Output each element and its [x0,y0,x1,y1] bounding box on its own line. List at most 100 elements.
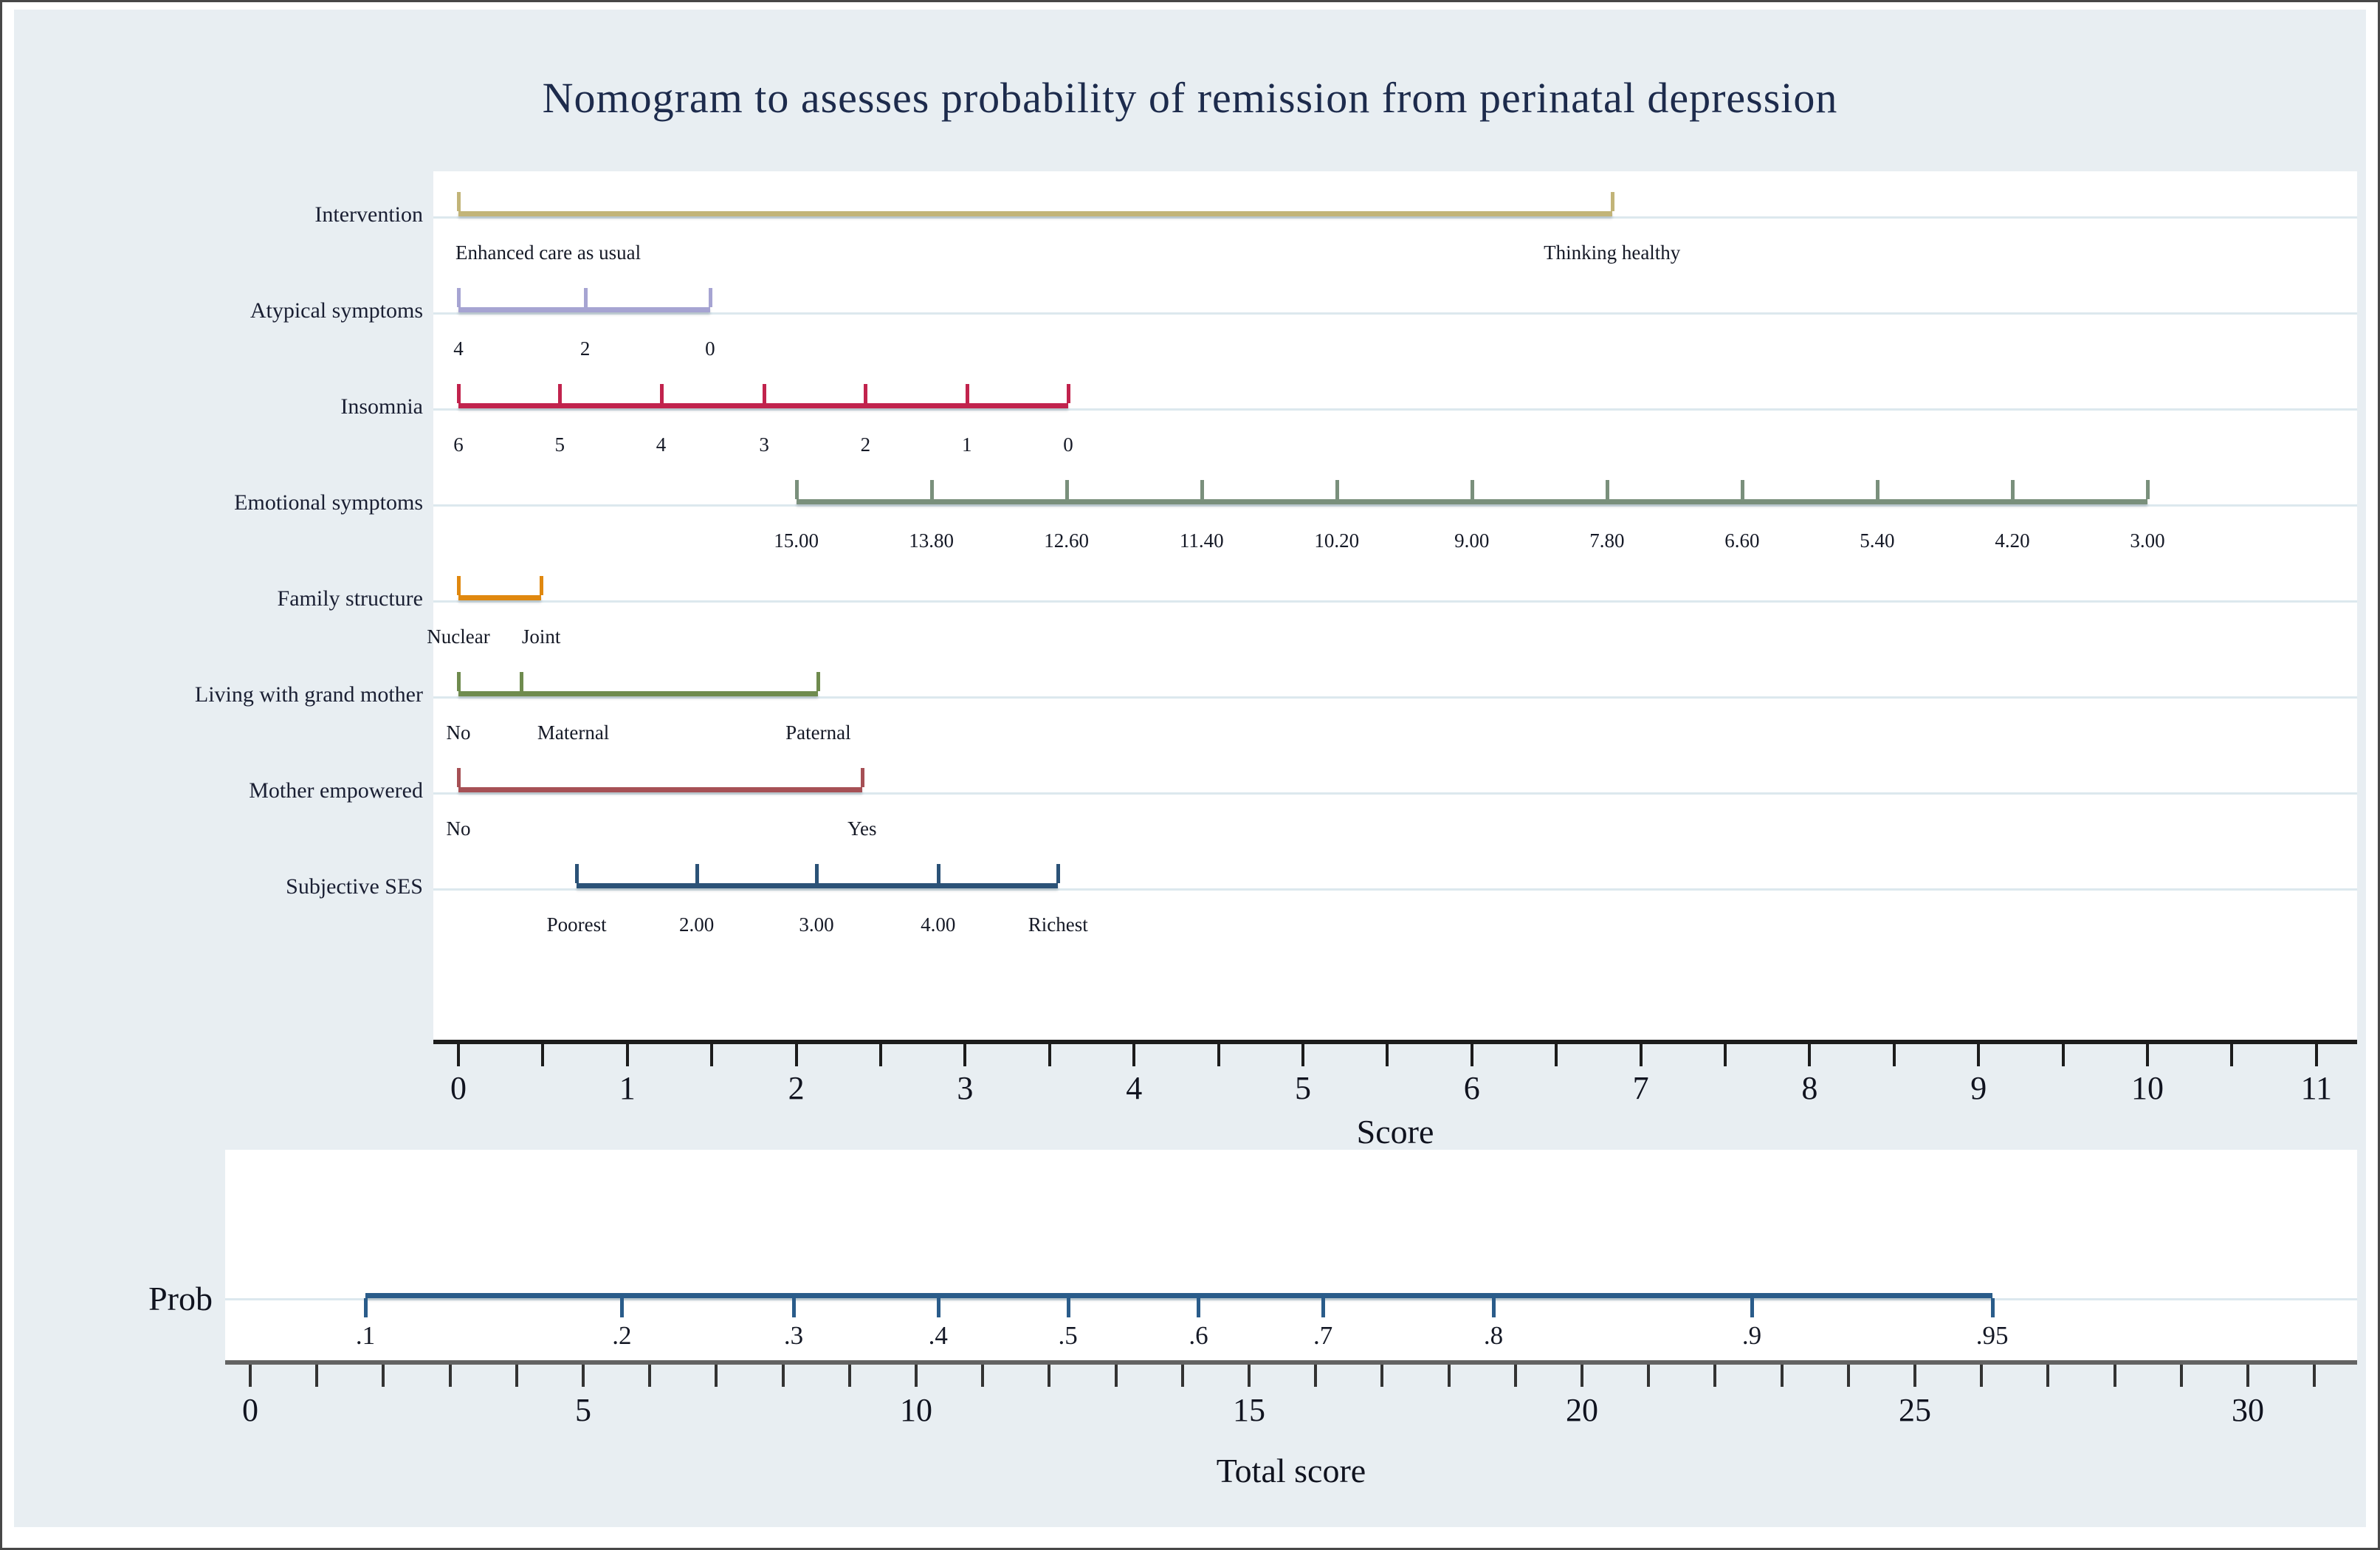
total-score-axis-tick [1380,1365,1384,1387]
row-reference-line [433,504,2357,507]
row-axis-line [458,403,1068,408]
total-score-axis-tick [2246,1365,2249,1387]
row-axis-line [458,691,819,696]
row-tick-label: Enhanced care as usual [455,241,642,264]
row-axis-line [577,883,1059,888]
total-score-axis-tick-label: 0 [242,1392,258,1428]
prob-axis-tick-label: .7 [1313,1321,1333,1350]
row-axis-tick [1066,384,1070,403]
row-tick-label: Joint [521,625,561,648]
row-axis-tick [860,768,864,787]
score-axis-tick [1639,1044,1643,1066]
row-reference-line [433,888,2357,891]
row-tick-label: 5 [554,433,565,456]
row-reference-line [433,312,2357,315]
prob-axis-tick [1197,1298,1201,1317]
row-axis-tick [540,576,544,595]
row-tick-label: Maternal [537,721,610,744]
row-axis-tick [1605,480,1609,499]
row-tick-label: No [446,817,471,840]
row-label-living-with-grand-mother: Living with grand mother [194,682,423,707]
row-axis-tick [1335,480,1339,499]
row-axis-tick [583,288,588,307]
row-tick-label: 7.80 [1589,529,1625,552]
prob-axis-tick [1990,1298,1995,1317]
row-axis-tick [558,384,563,403]
prob-reference-line [225,1298,2357,1300]
score-axis-tick [1301,1044,1304,1066]
total-score-axis-tick-label: 5 [575,1392,591,1428]
total-score-axis-tick [1180,1365,1184,1387]
total-score-axis-tick [715,1365,718,1387]
row-reference-line [433,408,2357,411]
score-axis-tick-label: 1 [619,1070,636,1106]
total-score-axis-tick-label: 30 [2232,1392,2264,1428]
total-score-axis-tick [1980,1365,1984,1387]
total-score-axis-tick-label: 25 [1899,1392,1931,1428]
total-score-axis-tick-label: 20 [1566,1392,1598,1428]
score-axis-tick-label: 11 [2300,1070,2332,1106]
row-axis-tick [763,384,767,403]
prob-axis-tick [620,1298,625,1317]
total-score-axis-tick [315,1365,319,1387]
row-axis-tick [1610,192,1614,211]
score-axis-tick [1217,1044,1220,1066]
score-axis-tick-label: 2 [788,1070,805,1106]
total-score-axis-tick [1447,1365,1451,1387]
score-axis-tick [625,1044,629,1066]
total-score-axis-tick [582,1365,585,1387]
row-axis-tick [1875,480,1879,499]
total-score-axis-tick [1581,1365,1583,1387]
row-tick-label: 0 [705,337,715,360]
row-axis-tick [794,480,799,499]
score-axis-tick [1977,1044,1981,1066]
row-axis-line [458,307,710,312]
row-tick-label: 4.20 [1995,529,2030,552]
score-axis-tick [1892,1044,1896,1066]
row-tick-label: 3 [759,433,769,456]
prob-axis-title: Prob [148,1280,213,1317]
row-axis-tick [1200,480,1204,499]
row-tick-label: 2 [579,337,591,360]
total-score-axis-tick-label: 15 [1233,1392,1265,1428]
row-tick-label: 2 [860,433,871,456]
score-axis-tick [1386,1044,1389,1066]
row-tick-label: Thinking healthy [1544,241,1681,264]
row-axis-tick [1056,864,1061,883]
score-axis-tick [1808,1044,1812,1066]
score-axis-tick [2146,1044,2149,1066]
row-tick-label: 15.00 [774,529,819,552]
row-axis-tick [457,768,461,787]
score-axis-tick-label: 4 [1126,1070,1143,1106]
total-score-axis-tick [1846,1365,1850,1387]
total-score-axis-tick [981,1365,985,1387]
row-label-intervention: Intervention [314,202,423,227]
total-score-axis-tick-label: 10 [900,1392,932,1428]
score-axis-tick [1724,1044,1727,1066]
row-tick-label: Paternal [785,721,851,744]
prob-axis-tick [936,1298,940,1317]
row-tick-label: 3.00 [2130,529,2165,552]
row-axis-tick [1740,480,1744,499]
score-axis-title: Score [1356,1113,1434,1151]
score-axis-tick-label: 0 [450,1070,467,1106]
row-axis-tick [936,864,940,883]
score-axis-tick [541,1044,545,1066]
row-tick-label: 3.00 [799,913,834,936]
prob-axis-tick-label: .4 [928,1321,948,1350]
row-axis-tick [659,384,664,403]
prob-axis-tick [792,1298,797,1317]
score-axis-tick [1132,1044,1136,1066]
row-axis-tick [2146,480,2150,499]
score-axis-tick-label: 9 [1970,1070,1987,1106]
row-tick-label: 13.80 [909,529,954,552]
row-axis-line [796,499,2147,504]
total-score-axis-tick [2179,1365,2183,1387]
row-axis-tick [519,672,523,691]
prob-axis-tick-label: .95 [1975,1321,2009,1350]
total-score-axis-tick [1048,1365,1051,1387]
score-axis-tick [710,1044,714,1066]
prob-axis-tick-label: .9 [1741,1321,1762,1350]
row-tick-label: 4 [453,337,464,360]
